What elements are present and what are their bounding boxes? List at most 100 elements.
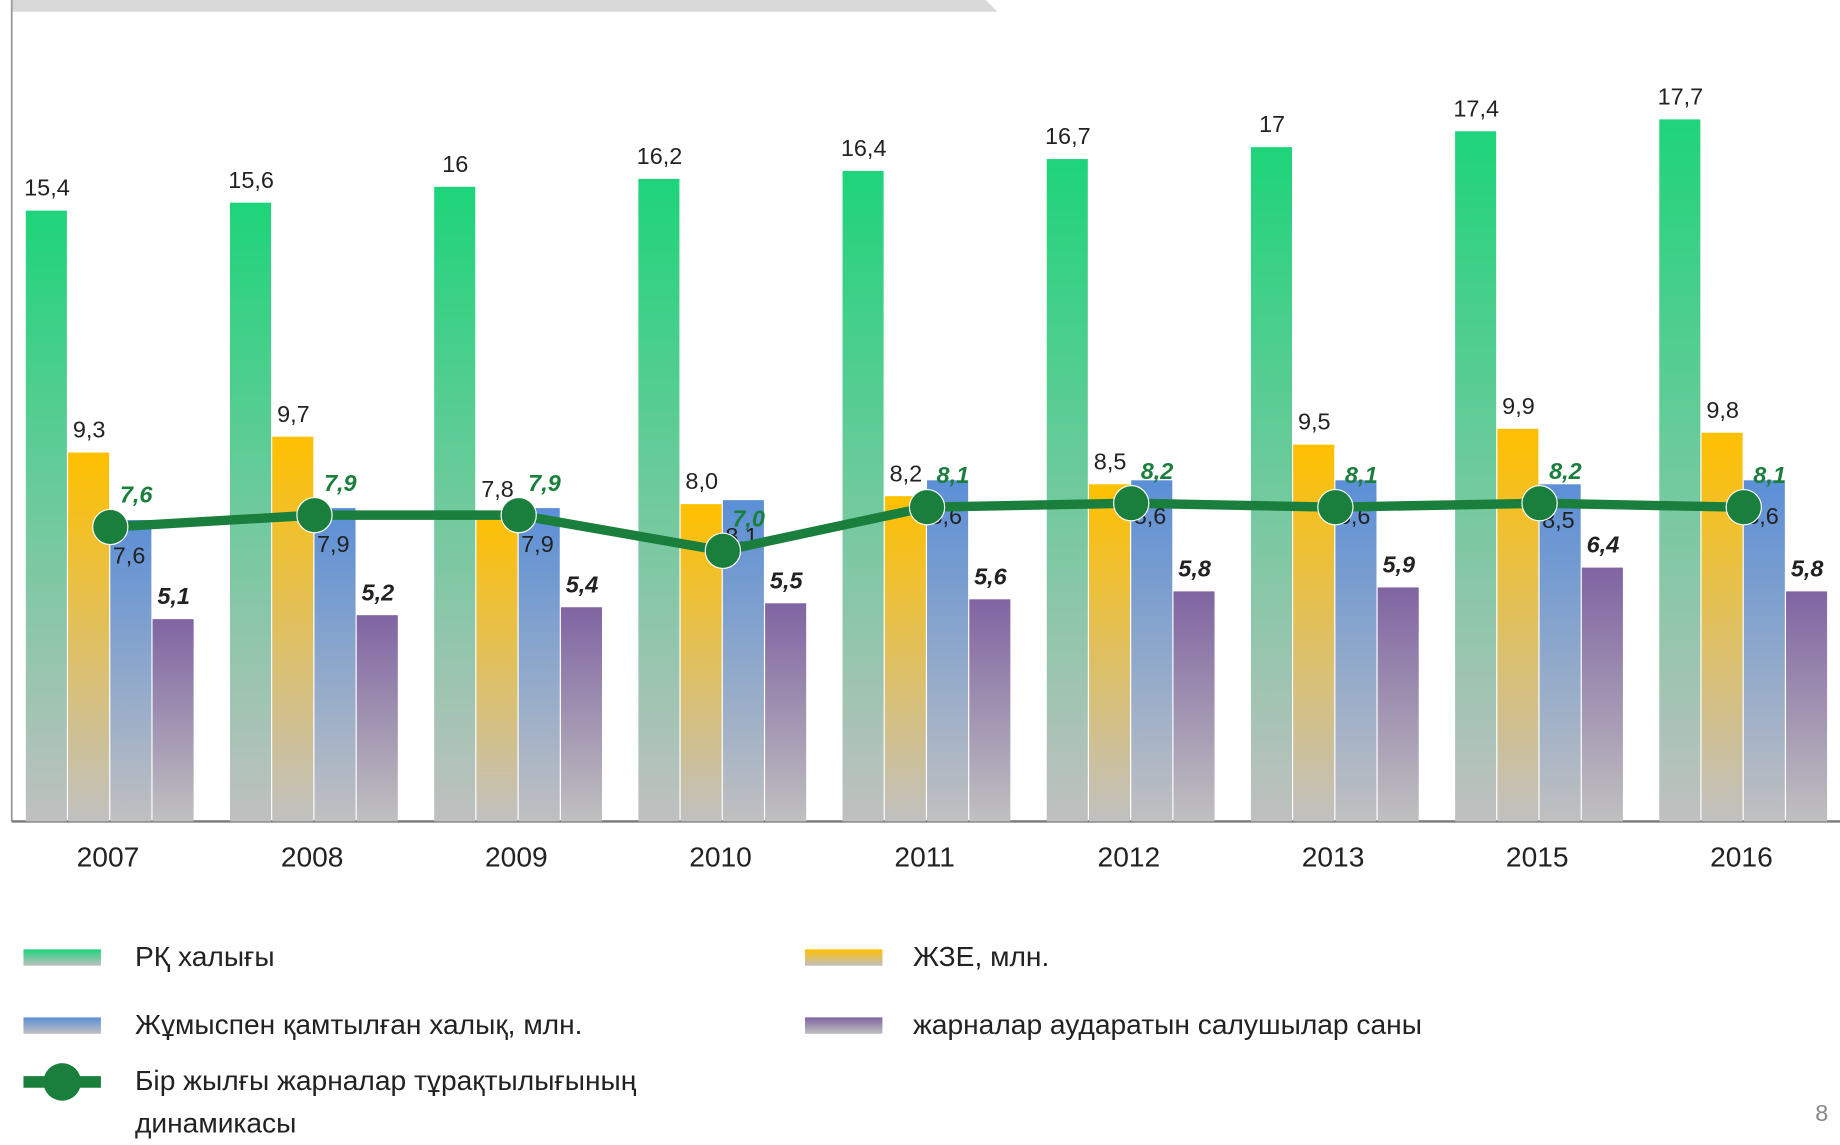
x-tick-label: 2009	[485, 841, 548, 872]
bar	[765, 603, 807, 822]
legend-swatch	[805, 949, 883, 966]
bar	[25, 210, 67, 822]
value-label: 7,9	[521, 531, 554, 557]
bar	[1377, 587, 1419, 822]
legend-swatch	[23, 1017, 101, 1034]
x-tick-label: 2016	[1710, 841, 1773, 872]
bar	[1743, 480, 1785, 822]
bar	[1046, 159, 1088, 822]
bar	[68, 452, 110, 822]
line-marker	[296, 496, 333, 534]
value-label: 16	[442, 151, 468, 177]
line-value-label: 8,2	[1141, 458, 1174, 484]
line-value-label: 8,1	[1345, 462, 1378, 488]
bar	[842, 170, 884, 822]
line-value-label: 8,1	[1753, 462, 1786, 488]
line-marker	[704, 532, 742, 570]
bar	[1173, 591, 1215, 822]
value-label: 7,8	[481, 476, 514, 502]
line-value-label: 8,1	[937, 462, 970, 488]
bar	[110, 519, 152, 822]
legend-label: Жұмыспен қамтылған халық, млн.	[134, 1009, 583, 1041]
bar	[230, 202, 272, 822]
bar	[1455, 131, 1497, 822]
line-marker	[1521, 485, 1558, 522]
line-marker	[1113, 485, 1150, 522]
value-label: 5,9	[1382, 551, 1415, 577]
bar	[434, 186, 476, 822]
bar	[1088, 484, 1131, 822]
bar	[1250, 147, 1292, 822]
value-label: 5,2	[362, 579, 395, 605]
x-tick-label: 2007	[77, 841, 140, 872]
x-tick-label: 2010	[689, 841, 752, 872]
value-label: 6,4	[1587, 532, 1620, 558]
x-tick-label: 2011	[894, 841, 955, 872]
bar	[560, 607, 602, 822]
bar	[1786, 591, 1828, 822]
legend-swatch	[23, 949, 101, 966]
bar	[476, 512, 518, 822]
x-tick-label: 2015	[1506, 841, 1569, 872]
value-label: 5,4	[566, 571, 599, 597]
line-value-label: 7,9	[324, 470, 357, 496]
value-label: 5,1	[157, 583, 190, 609]
value-label: 5,8	[1178, 555, 1212, 581]
bar	[1659, 119, 1701, 822]
bar	[927, 480, 969, 822]
line-value-label: 7,9	[528, 470, 561, 496]
x-tick-label: 2012	[1098, 841, 1161, 872]
legend-label: РҚ халығы	[134, 941, 275, 973]
legend-swatch	[43, 1063, 81, 1101]
value-label: 9,9	[1502, 393, 1535, 419]
value-label: 7,6	[113, 543, 146, 569]
line-marker	[1725, 489, 1762, 526]
value-label: 5,8	[1791, 555, 1825, 581]
header-band	[11, 0, 998, 12]
value-label: 9,7	[277, 401, 310, 427]
value-label: 9,5	[1298, 409, 1331, 435]
bar	[638, 178, 680, 822]
value-label: 15,4	[24, 175, 70, 201]
value-label: 16,7	[1045, 123, 1091, 149]
value-label: 8,0	[685, 468, 718, 494]
value-label: 17,4	[1453, 95, 1499, 121]
value-label: 5,5	[770, 567, 804, 593]
bar	[1539, 484, 1581, 822]
bar	[969, 599, 1011, 822]
value-label: 8,5	[1094, 448, 1127, 474]
x-tick-label: 2008	[281, 841, 344, 872]
bar	[272, 436, 314, 822]
line-marker	[1317, 489, 1354, 526]
value-label: 5,6	[974, 563, 1008, 589]
bar	[884, 496, 926, 822]
legend-label: жарналар аударатын салушылар саны	[912, 1009, 1422, 1041]
line-value-label: 8,2	[1549, 458, 1582, 484]
value-label: 9,3	[73, 417, 106, 443]
x-tick-label: 2013	[1302, 841, 1365, 872]
bar	[356, 615, 398, 822]
value-label: 15,6	[228, 167, 274, 193]
line-value-label: 7,0	[732, 506, 765, 532]
value-label: 9,8	[1706, 397, 1739, 423]
line-marker	[92, 508, 129, 546]
line-marker	[908, 489, 946, 526]
value-label: 16,4	[841, 135, 887, 161]
line-value-label: 7,6	[120, 482, 154, 508]
page-number: 8	[1815, 1100, 1828, 1126]
value-label: 16,2	[637, 143, 683, 169]
legend-label: Бір жылғы жарналар тұрақтылығының динами…	[134, 1065, 637, 1140]
bar	[518, 508, 560, 822]
bar	[314, 508, 356, 822]
bar	[152, 619, 194, 822]
legend-swatch	[805, 1017, 883, 1034]
bar	[1581, 567, 1623, 822]
value-label: 17	[1259, 111, 1285, 137]
value-label: 7,9	[317, 531, 350, 557]
line-marker	[500, 496, 537, 534]
bar	[1335, 480, 1377, 822]
legend-label: ЖЗЕ, млн.	[912, 941, 1050, 973]
value-label: 8,2	[890, 460, 923, 486]
